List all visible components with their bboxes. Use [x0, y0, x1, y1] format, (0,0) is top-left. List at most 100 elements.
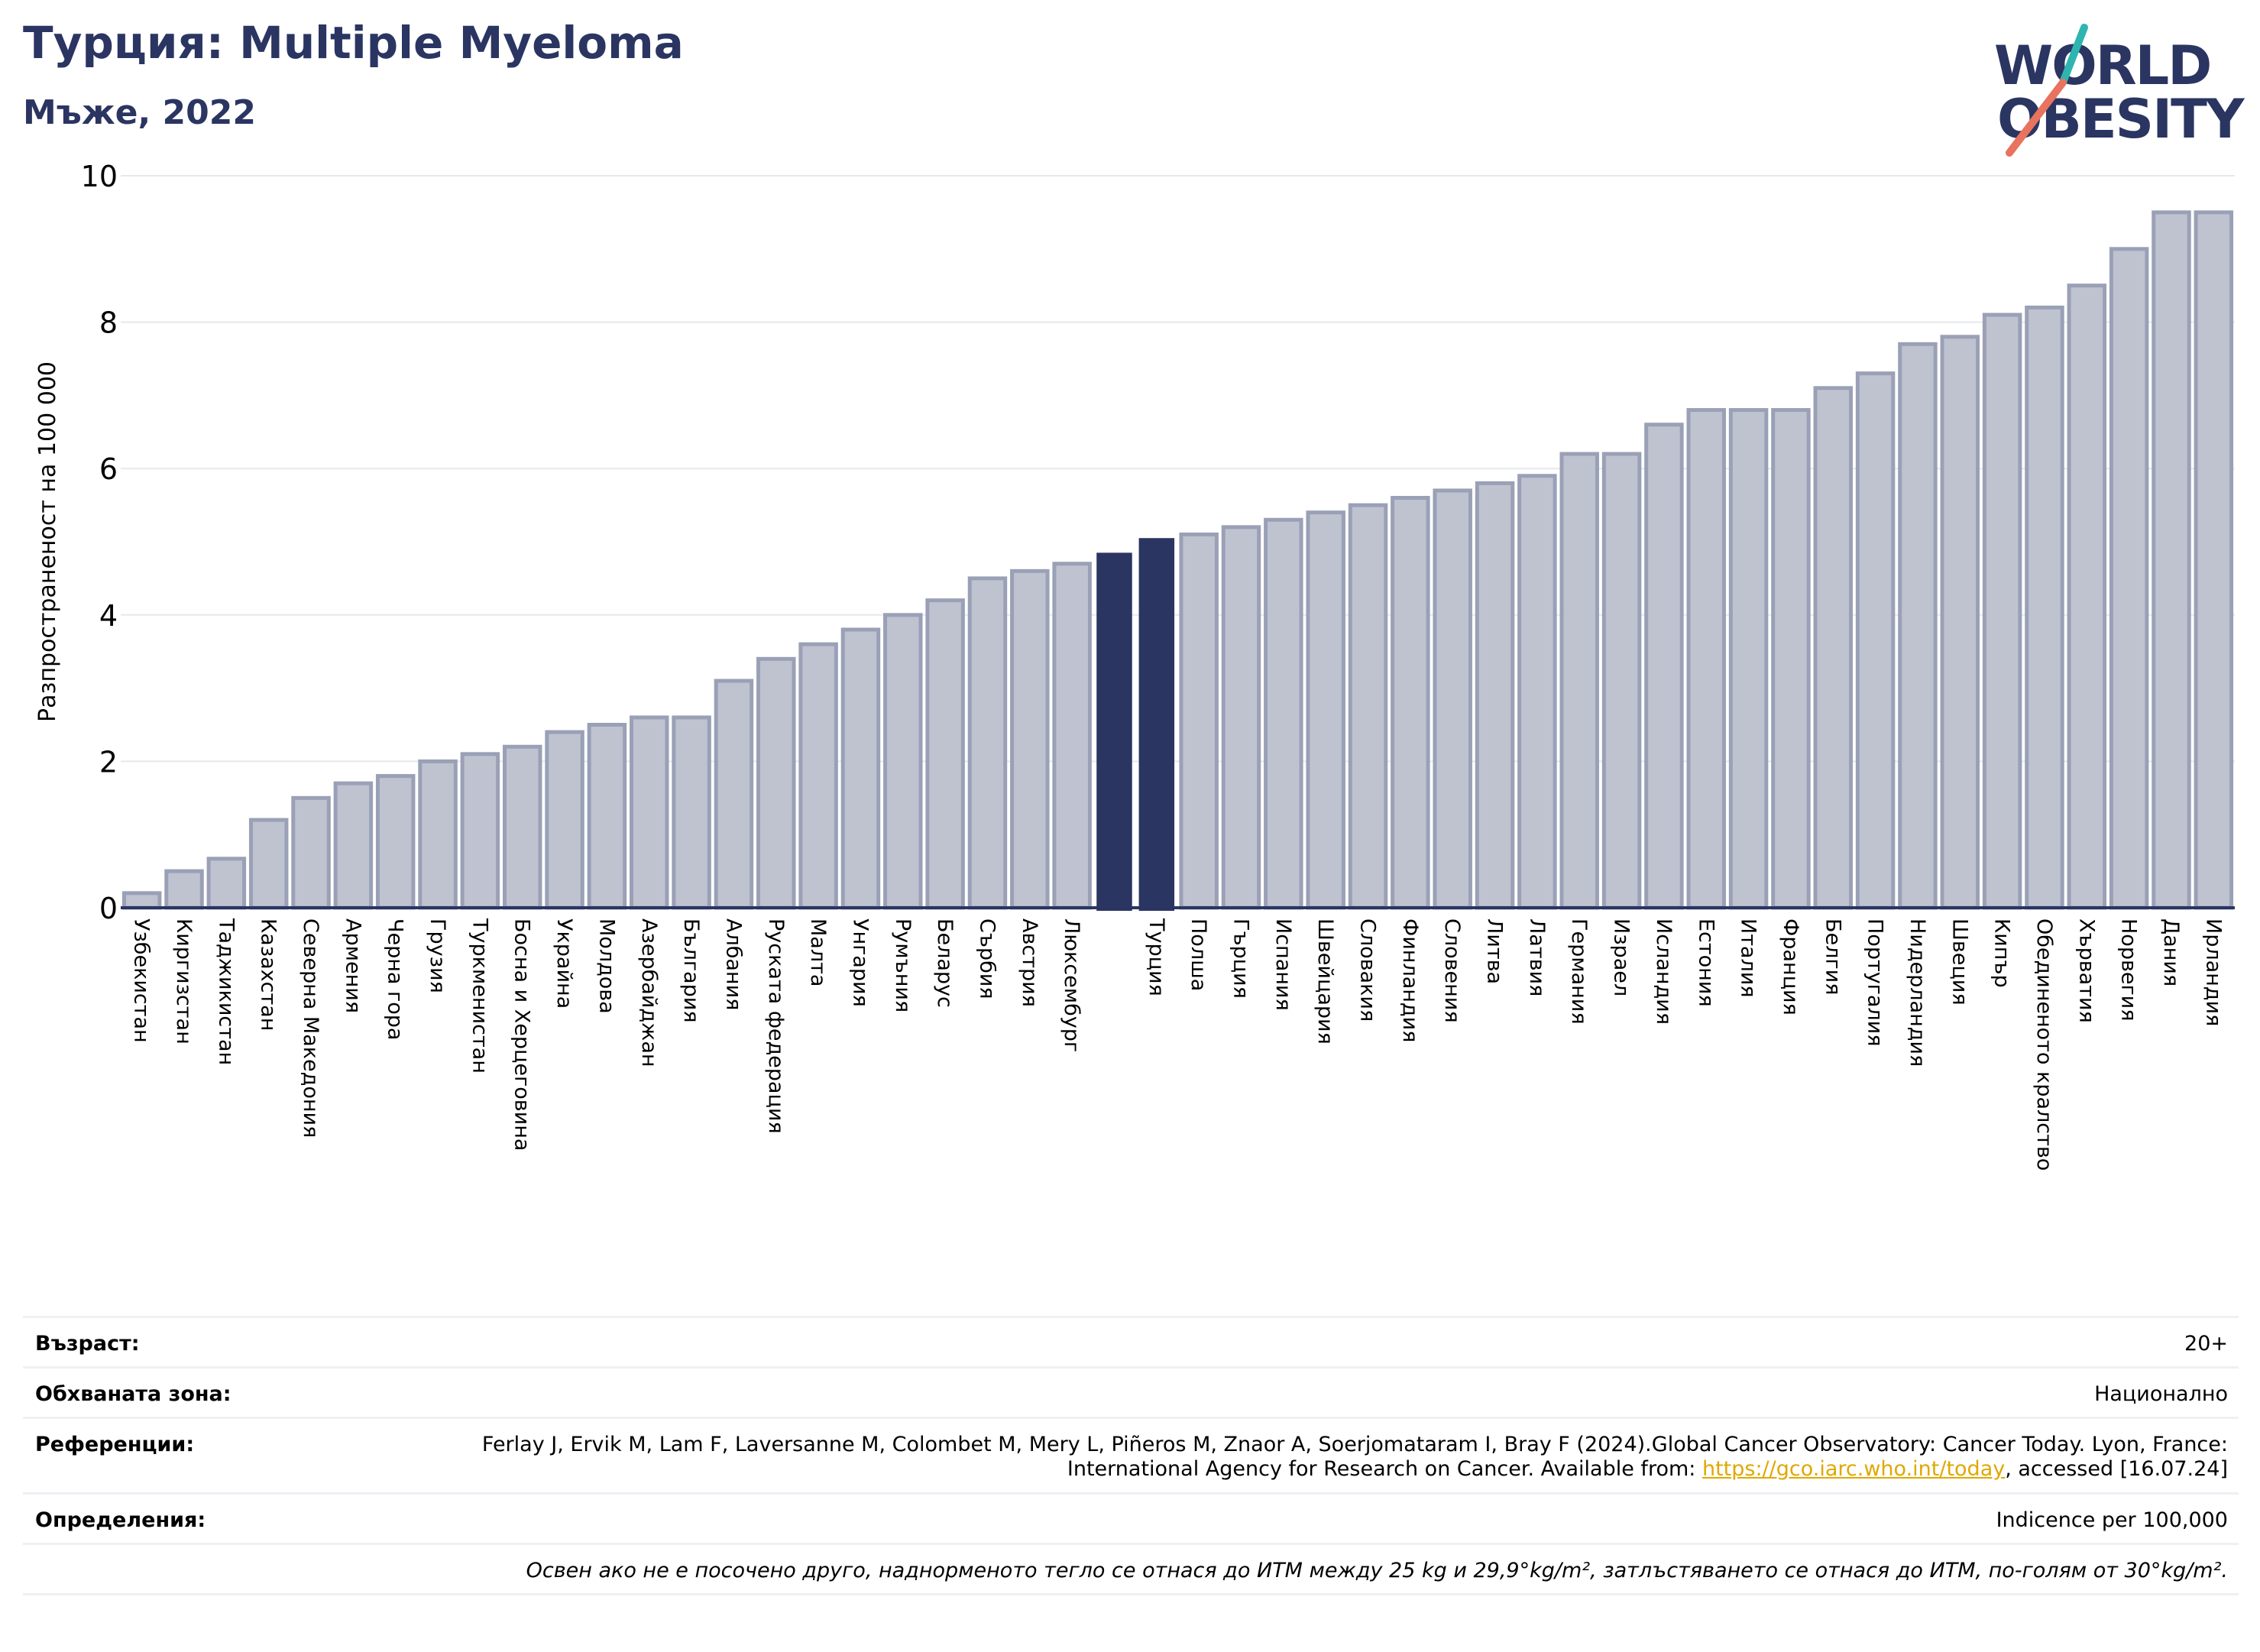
bar	[1221, 525, 1261, 910]
bar	[1601, 452, 1642, 910]
y-tick-label: 0	[99, 892, 118, 925]
x-tick-label: Германия	[1567, 918, 1591, 1025]
bar	[333, 781, 374, 910]
bar	[1138, 538, 1175, 911]
x-tick-label: Руската федерация	[764, 918, 788, 1134]
bar	[798, 642, 838, 910]
y-tick-label: 8	[99, 306, 118, 340]
footnote: Освен ако не е посочено друго, наднормен…	[526, 1559, 2228, 1582]
x-tick-label: Кипър	[1990, 918, 2014, 988]
bar	[1644, 423, 1684, 910]
bar	[460, 752, 500, 910]
x-tick-label: Северна Македония	[299, 918, 322, 1138]
x-tick-label: Нидерландия	[1905, 918, 1929, 1067]
x-tick-label: Малта	[806, 918, 830, 986]
y-axis-label: Разпространеност на 100 000	[34, 361, 61, 722]
bar	[1940, 335, 1980, 910]
bar	[1096, 552, 1132, 911]
x-tick-label: Албания	[721, 918, 745, 1010]
x-tick-label: Беларус	[933, 918, 957, 1008]
references-label: Референции:	[35, 1433, 195, 1456]
age-row: Възраст: 20+	[23, 1316, 2239, 1366]
x-tick-label: Таджикистан	[214, 918, 238, 1065]
bar	[1433, 488, 1472, 910]
x-tick-label: Армения	[341, 918, 364, 1013]
bar	[1264, 517, 1303, 910]
y-tick-label: 10	[81, 160, 118, 193]
bar	[587, 723, 627, 910]
bar	[2194, 210, 2234, 910]
coverage-value: Национално	[2094, 1382, 2228, 1406]
bar	[672, 715, 711, 910]
bar	[1898, 342, 1938, 910]
bar	[418, 759, 458, 910]
x-tick-label: Хърватия	[2074, 918, 2098, 1023]
page-title: Турция: Multiple Myeloma	[23, 17, 684, 69]
bar	[883, 613, 923, 910]
x-tick-label: Сърбия	[975, 918, 999, 999]
bar	[291, 795, 331, 910]
x-tick-label: Швеция	[1948, 918, 1971, 1006]
x-tick-label: Киргизстан	[172, 918, 196, 1045]
bar	[2152, 210, 2191, 910]
x-tick-label: Украйна	[552, 918, 576, 1009]
bar	[756, 656, 796, 910]
references-link[interactable]: https://gco.iarc.who.int/today	[1701, 1457, 2006, 1481]
bar	[1391, 496, 1430, 910]
x-tick-label: Австрия	[1018, 918, 1041, 1007]
x-tick-label: Литва	[1483, 918, 1507, 984]
x-tick-label: Турция	[1145, 918, 1168, 996]
x-tick-label: Латвия	[1525, 918, 1549, 996]
bar	[1348, 503, 1388, 910]
bar	[1728, 408, 1769, 910]
bar	[925, 598, 965, 910]
bar	[1855, 371, 1896, 910]
y-tick-label: 4	[99, 599, 118, 633]
bar	[375, 774, 416, 910]
x-tick-label: Финландия	[1398, 918, 1422, 1042]
y-tick-label: 6	[99, 452, 118, 486]
x-tick-label: Азербайджан	[637, 918, 661, 1067]
world-obesity-logo: WORLD OBESITY	[1994, 24, 2246, 157]
info-table: Възраст: 20+ Обхваната зона: Национално …	[23, 1316, 2239, 1595]
x-tick-label: Швейцария	[1313, 918, 1337, 1045]
note-row: Освен ако не е посочено друго, наднормен…	[23, 1543, 2239, 1595]
bar	[545, 730, 584, 910]
bar	[1010, 568, 1050, 910]
bar	[1813, 386, 1854, 910]
bar	[248, 818, 289, 910]
x-tick-label: Ирландия	[2201, 918, 2225, 1026]
bar	[1179, 532, 1219, 910]
x-tick-label: Полша	[1187, 918, 1210, 991]
bar	[2025, 305, 2064, 910]
bar	[1771, 408, 1811, 910]
bar	[840, 627, 881, 910]
bar	[2067, 283, 2107, 910]
coverage-label: Обхваната зона:	[35, 1382, 232, 1406]
references-suffix: , accessed [16.07.24]	[2005, 1457, 2228, 1481]
bar-chart: 0 2 4 6 8 10 Разпространеност на 100 000 Узбеки…	[34, 160, 2235, 1171]
x-tick-label: Дания	[2159, 918, 2183, 986]
x-tick-label: Черна гора	[384, 918, 407, 1040]
references-row: Референции: Ferlay J, Ervik M, Lam F, La…	[23, 1417, 2239, 1492]
y-tick-label: 2	[99, 745, 118, 779]
x-tick-label: Обединеното кралство	[2032, 918, 2056, 1171]
x-tick-label: Узбекистан	[130, 918, 154, 1043]
age-label: Възраст:	[35, 1332, 140, 1356]
x-tick-label: Люксембург	[1060, 918, 1083, 1052]
x-tick-label: Молдова	[594, 918, 618, 1014]
bar	[2109, 247, 2149, 910]
svg-text:WORLD: WORLD	[1994, 34, 2210, 97]
bar	[1517, 474, 1557, 910]
references-value: Ferlay J, Ervik M, Lam F, Laversanne M, …	[356, 1433, 2228, 1482]
coverage-row: Обхваната зона: Национално	[23, 1366, 2239, 1417]
page-subtitle: Мъже, 2022	[23, 93, 256, 132]
x-tick-label: България	[679, 918, 703, 1023]
bar	[1559, 452, 1599, 910]
references-text: Ferlay J, Ervik M, Lam F, Laversanne M, …	[481, 1433, 2228, 1481]
bar	[121, 891, 162, 910]
x-tick-label: Босна и Херцеговина	[510, 918, 534, 1151]
x-tick-label: Туркменистан	[468, 918, 491, 1074]
bar	[1475, 481, 1515, 910]
x-tick-label: Израел	[1610, 918, 1633, 996]
